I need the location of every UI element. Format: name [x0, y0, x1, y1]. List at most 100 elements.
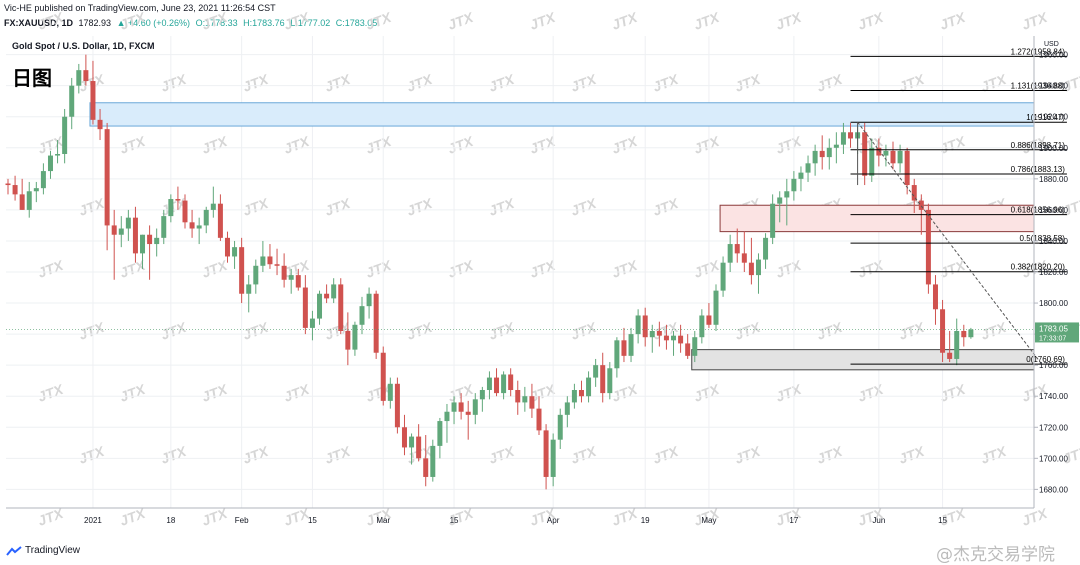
- candle-body: [522, 396, 528, 403]
- time-tick-label: 15: [450, 516, 459, 525]
- candle-body: [876, 147, 882, 156]
- candle-body: [274, 264, 280, 266]
- watermark-text: JTX: [651, 194, 682, 218]
- watermark-text: JTX: [569, 70, 600, 94]
- candle-body: [253, 265, 259, 285]
- candle-body: [97, 119, 103, 130]
- watermark-text: JTX: [856, 256, 887, 280]
- watermark-text: JTX: [118, 256, 149, 280]
- price-tick-label: 1740.00: [1039, 392, 1068, 401]
- time-tick-label: 18: [166, 516, 175, 525]
- watermark-text: JTX: [405, 70, 436, 94]
- time-tick-label: 15: [938, 516, 947, 525]
- candle-body: [883, 150, 889, 156]
- candle-body: [458, 402, 464, 412]
- fibonacci-layer: 1.272(1958.84)1.131(1936.88)1(1916.47)0.…: [850, 47, 1067, 365]
- candle-body: [26, 191, 32, 210]
- watermark-text: JTX: [651, 442, 682, 466]
- candle-body: [897, 150, 903, 164]
- published-info: Vic-HE published on TradingView.com, Jun…: [4, 3, 276, 13]
- candle-body: [748, 262, 754, 276]
- candle-body: [317, 293, 323, 319]
- chart-title: Gold Spot / U.S. Dollar, 1D, FXCM: [12, 41, 155, 51]
- candle-body: [246, 284, 252, 294]
- time-tick-label: May: [701, 516, 716, 525]
- candle-body: [833, 144, 839, 148]
- candle-body: [380, 352, 386, 401]
- candle-body: [302, 287, 308, 328]
- fib-level-label: 0.382(1820.20): [1011, 263, 1066, 272]
- candle-body: [267, 256, 273, 265]
- axis-layer: 1680.001700.001720.001740.001760.001780.…: [6, 36, 1079, 525]
- candle-body: [805, 163, 811, 173]
- watermark-text: JTX: [241, 318, 272, 342]
- watermark-text: JTX: [815, 318, 846, 342]
- candle-body: [529, 396, 535, 409]
- chart-subtitle: 日图: [12, 68, 52, 90]
- candle-body: [720, 262, 726, 291]
- price-tick-label: 1720.00: [1039, 423, 1068, 432]
- candle-body: [182, 200, 188, 223]
- fib-level-label: 0.886(1898.71): [1011, 141, 1066, 150]
- watermark-text: JTX: [36, 256, 67, 280]
- header-bar: Vic-HE published on TradingView.com, Jun…: [0, 0, 1080, 34]
- watermark-text: JTX: [979, 442, 1010, 466]
- candle-body: [593, 365, 599, 378]
- price-tick-label: 1700.00: [1039, 454, 1068, 463]
- watermark-text: JTX: [77, 318, 108, 342]
- candle-body: [869, 147, 875, 176]
- low-value: L:1777.02: [290, 18, 331, 28]
- candle-body: [55, 154, 61, 156]
- watermark-text: JTX: [733, 442, 764, 466]
- candle-body: [819, 150, 825, 158]
- candle-body: [430, 445, 436, 477]
- watermark-text: JTX: [364, 256, 395, 280]
- candle-body: [890, 150, 896, 164]
- time-tick-label: 19: [641, 516, 650, 525]
- candle-body: [125, 217, 131, 229]
- price-tick-label: 1960.00: [1039, 51, 1068, 60]
- candle-body: [5, 183, 11, 186]
- candle-body: [607, 368, 613, 394]
- watermark-text: JTX: [282, 132, 313, 156]
- candle-body: [862, 132, 868, 176]
- price-tick-label: 1800.00: [1039, 299, 1068, 308]
- candle-body: [118, 228, 124, 235]
- candle-body: [911, 185, 917, 201]
- watermark-text: JTX: [487, 318, 518, 342]
- candle-body: [848, 132, 854, 139]
- candle-body: [33, 188, 39, 192]
- time-tick-label: Jun: [872, 516, 885, 525]
- zone-gray: [691, 349, 1035, 371]
- candle-body: [147, 234, 153, 245]
- watermark-text: JTX: [77, 442, 108, 466]
- candle-body: [104, 129, 110, 226]
- candle-body: [678, 335, 684, 344]
- tradingview-logo[interactable]: TradingView: [6, 545, 80, 556]
- candle-body: [536, 408, 542, 431]
- watermark-text: JTX: [36, 8, 67, 32]
- zone-red: [719, 204, 1035, 233]
- tradingview-logo-text: TradingView: [25, 545, 81, 556]
- candle-body: [635, 315, 641, 335]
- price-tick-label: 1920.00: [1039, 113, 1068, 122]
- symbol-name[interactable]: FX:XAUUSD, 1D: [4, 18, 74, 28]
- time-tick-label: 15: [308, 516, 317, 525]
- watermark-text: JTX: [1020, 8, 1051, 32]
- price-tick-label: 1940.00: [1039, 82, 1068, 91]
- high-value: H:1783.76: [243, 18, 285, 28]
- candle-body: [699, 315, 705, 338]
- watermark-text: JTX: [200, 8, 231, 32]
- watermark-text: JTX: [118, 132, 149, 156]
- time-tick-label: 2021: [84, 516, 102, 525]
- candle-body: [671, 335, 677, 341]
- candle-body: [12, 185, 18, 195]
- candle-body: [826, 147, 832, 158]
- watermark-text: JTX: [241, 442, 272, 466]
- candle-body: [472, 399, 478, 415]
- candle-body: [628, 334, 634, 356]
- watermark-text: JTX: [446, 132, 477, 156]
- candle-body: [642, 315, 648, 338]
- watermark-text: JTX: [323, 194, 354, 218]
